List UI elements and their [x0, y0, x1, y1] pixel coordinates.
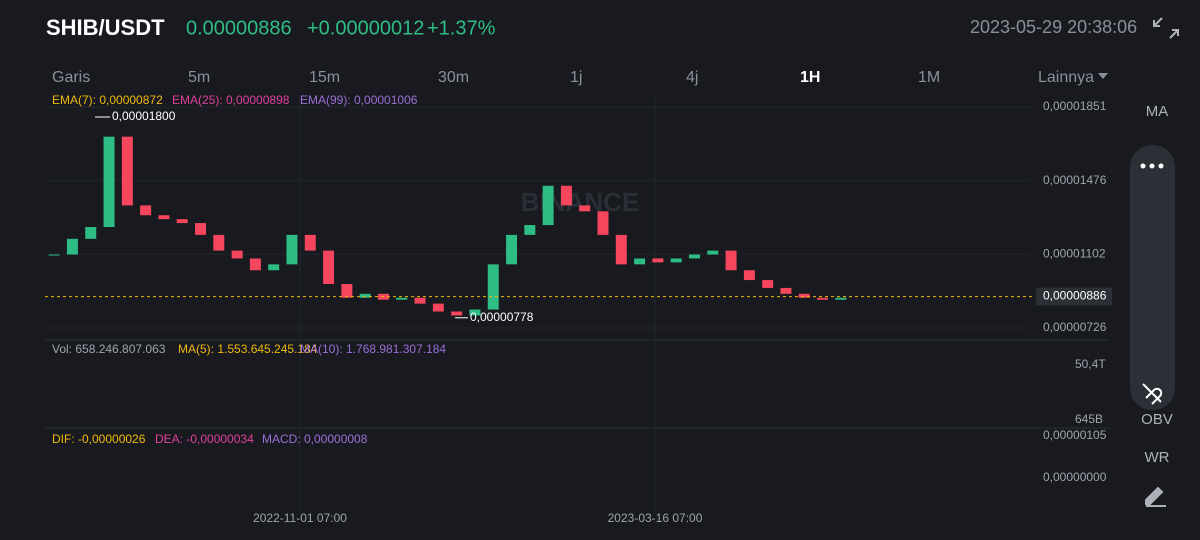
candle: [652, 258, 664, 263]
dot: [1158, 163, 1164, 169]
interval-tab[interactable]: 1j: [570, 69, 582, 86]
candle: [341, 283, 353, 298]
collapse-arrows: [1153, 17, 1179, 39]
x-axis-label: 2023-03-16 07:00: [608, 511, 703, 525]
price-chart: 0,00001851 0,00001476 0,00001102 0,00000726…: [45, 95, 1112, 510]
candle: [359, 293, 371, 298]
indicator-label: Vol: 658.246.807.063: [52, 342, 166, 356]
indicator-label: MA(10): 1.768.981.307.184: [300, 342, 446, 356]
indicator-label: MA(5): 1.553.645.245.184: [178, 342, 318, 356]
candle: [48, 254, 60, 256]
collapse-icon[interactable]: [1153, 17, 1179, 39]
candle: [249, 258, 261, 271]
interval-tab[interactable]: Lainnya: [1038, 69, 1094, 86]
candle: [725, 250, 737, 271]
interval-tab[interactable]: 30m: [438, 69, 469, 86]
low-label: 0,00000778: [470, 310, 534, 324]
interval-tabs: Garis 5m 15m 30m 1j 4j 1H 1M Lainnya: [52, 69, 1108, 86]
indicator-label: DEA: -0,00000034: [155, 432, 254, 446]
candle: [780, 287, 792, 294]
candle: [762, 280, 774, 288]
hide-drawings-icon[interactable]: [1142, 383, 1163, 405]
candle: [396, 297, 408, 300]
candle: [579, 205, 591, 212]
candle: [689, 254, 700, 259]
last-price-box: [1036, 287, 1112, 306]
candle: [615, 234, 627, 265]
interval-tab[interactable]: Garis: [52, 69, 90, 86]
candle: [835, 297, 847, 300]
candle: [597, 211, 609, 235]
candle: [140, 205, 152, 216]
candle: [268, 264, 280, 271]
candle: [743, 270, 755, 281]
y-tick-label: 0,00001851: [1043, 99, 1107, 113]
macd-tick-label: 0,00000000: [1043, 470, 1107, 484]
volume-tick-label: 50,4T: [1075, 357, 1106, 371]
interval-tab[interactable]: 5m: [188, 69, 210, 86]
x-axis-label: 2022-11-01 07:00: [253, 511, 347, 525]
pair: SHIB/USDT: [46, 15, 165, 40]
dropdown-arrow: [1098, 73, 1108, 79]
candle: [487, 264, 499, 310]
candle: [121, 136, 133, 206]
candle: [798, 293, 810, 298]
volume-tick-label: 645B: [1075, 412, 1103, 426]
candle: [817, 297, 829, 300]
candle: [707, 250, 719, 255]
more-button[interactable]: [1140, 163, 1164, 169]
floating-toolbar: [1130, 145, 1175, 410]
indicator-label: MACD: 0,00000008: [262, 432, 368, 446]
price: 0.00000886: [186, 17, 292, 39]
candle: [304, 234, 316, 251]
candle: [542, 185, 554, 226]
indicator-label: EMA(25): 0,00000898: [172, 93, 290, 107]
dot: [1149, 163, 1155, 169]
interval-tab[interactable]: 4j: [686, 69, 698, 86]
candle: [451, 311, 463, 316]
interval-tab[interactable]: 15m: [309, 69, 340, 86]
watermark: BINANCE: [521, 187, 639, 217]
indicator-label: EMA(99): 0,00001006: [300, 93, 418, 107]
candle: [195, 223, 206, 235]
candle: [469, 309, 481, 316]
candle: [158, 215, 170, 220]
side-indicator[interactable]: OBV: [1141, 411, 1173, 428]
y-tick-label: 0,00001102: [1043, 246, 1106, 260]
candle: [85, 227, 97, 239]
candle: [231, 250, 243, 259]
candle: [524, 225, 536, 235]
last-price-label: 0,00000886: [1043, 289, 1107, 303]
candle: [414, 297, 426, 304]
interval-tab[interactable]: 1M: [918, 69, 940, 86]
interval-tab[interactable]: 1H: [800, 69, 820, 86]
change: +0.00000012: [307, 17, 424, 39]
side-indicator[interactable]: WR: [1145, 449, 1170, 466]
candle: [560, 185, 572, 206]
macd-tick-label: 0,00000105: [1043, 428, 1107, 442]
edit-icon[interactable]: [1145, 486, 1166, 507]
candle: [670, 258, 682, 263]
candle: [634, 258, 646, 265]
candle: [103, 136, 115, 228]
candle: [286, 234, 298, 265]
candle: [213, 234, 225, 251]
candle: [506, 234, 518, 265]
indicator-label: EMA(7): 0,00000872: [52, 93, 163, 107]
candle: [66, 238, 78, 255]
dot: [1140, 163, 1146, 169]
high-label: 0,00001800: [112, 109, 176, 123]
candle: [176, 219, 188, 224]
datetime: 2023-05-29 20:38:06: [970, 17, 1137, 37]
candle: [323, 250, 335, 284]
change-pct: +1.37%: [427, 17, 496, 39]
y-tick-label: 0,00000726: [1043, 320, 1107, 334]
side-indicator[interactable]: MA: [1146, 103, 1169, 120]
candle: [432, 303, 444, 312]
indicator-label: DIF: -0,00000026: [52, 432, 146, 446]
y-tick-label: 0,00001476: [1043, 173, 1107, 187]
